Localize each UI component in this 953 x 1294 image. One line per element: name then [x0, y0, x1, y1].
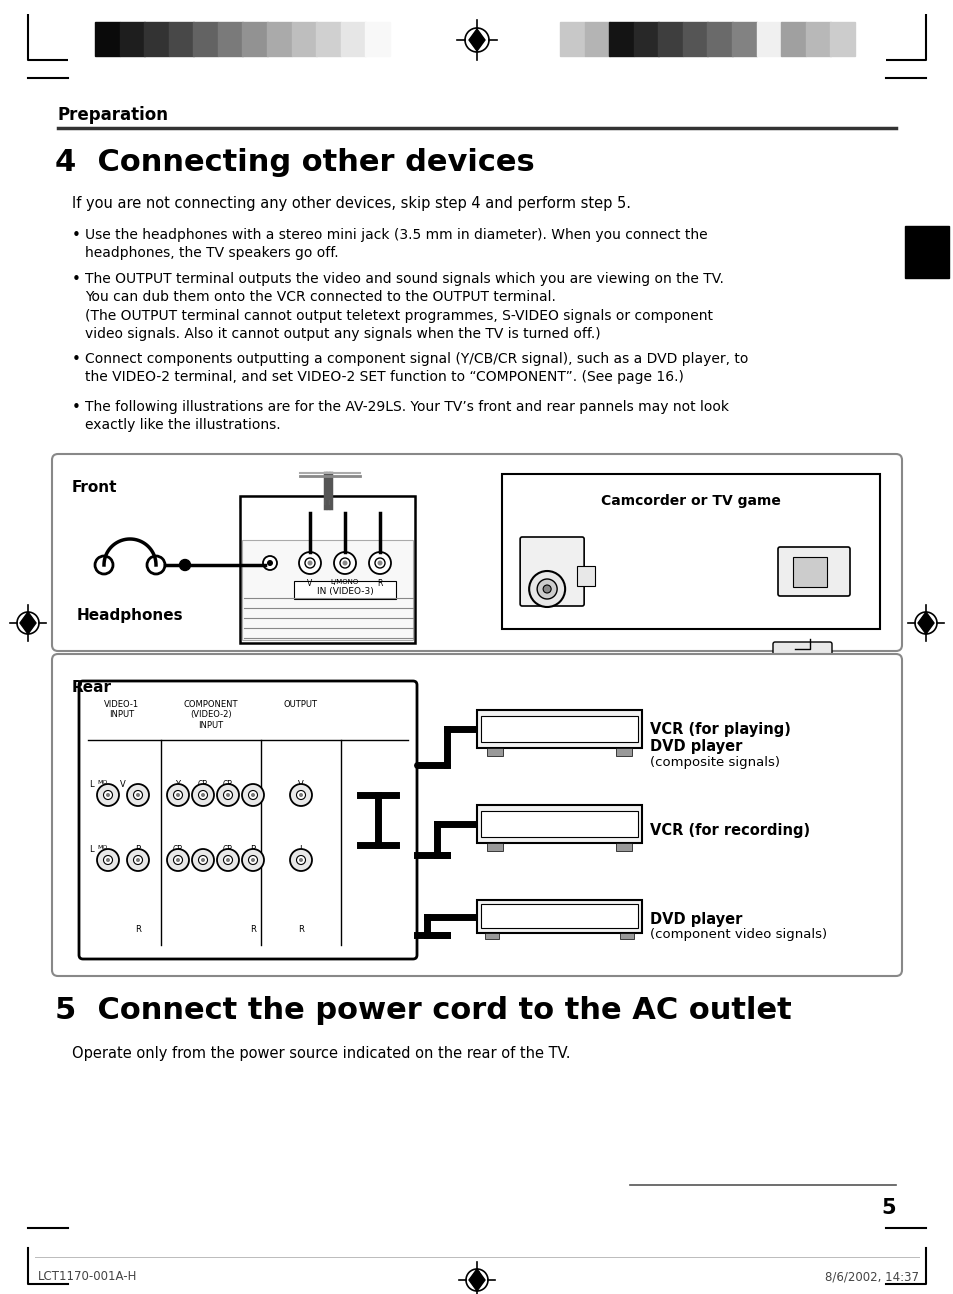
Circle shape [375, 558, 385, 568]
Bar [756, 22, 781, 56]
Circle shape [248, 791, 257, 800]
Text: DVD player: DVD player [649, 912, 741, 927]
Text: Preparation: Preparation [58, 106, 169, 124]
Circle shape [242, 784, 264, 806]
Text: Use the headphones with a stereo mini jack (3.5 mm in diameter). When you connec: Use the headphones with a stereo mini ja… [85, 228, 707, 260]
Circle shape [175, 858, 180, 862]
Text: L: L [298, 845, 303, 854]
Bar [792, 556, 826, 587]
Circle shape [173, 791, 182, 800]
Bar [559, 22, 584, 56]
Bar [616, 842, 631, 851]
Circle shape [369, 553, 391, 575]
Circle shape [192, 784, 213, 806]
Text: V: V [297, 780, 304, 789]
Bar [609, 22, 634, 56]
Bar [486, 748, 502, 756]
Circle shape [216, 849, 239, 871]
FancyBboxPatch shape [519, 537, 583, 606]
FancyBboxPatch shape [772, 642, 831, 672]
Circle shape [216, 784, 239, 806]
Bar [829, 22, 855, 56]
Circle shape [136, 793, 140, 797]
Circle shape [173, 855, 182, 864]
Circle shape [377, 560, 382, 565]
Circle shape [815, 655, 823, 663]
Text: CR: CR [222, 780, 233, 789]
Circle shape [334, 553, 355, 575]
Polygon shape [469, 1269, 484, 1291]
FancyBboxPatch shape [294, 581, 395, 599]
Bar [365, 22, 390, 56]
Circle shape [223, 791, 233, 800]
Circle shape [147, 556, 165, 575]
Bar [501, 474, 879, 629]
Text: DVD player: DVD player [649, 739, 741, 754]
Text: 4  Connecting other devices: 4 Connecting other devices [55, 148, 535, 177]
Text: R: R [250, 925, 255, 934]
Bar [340, 22, 366, 56]
Polygon shape [20, 612, 36, 634]
Bar [616, 748, 631, 756]
Text: R: R [250, 845, 255, 854]
Text: The following illustrations are for the AV-29LS. Your TV’s front and rear pannel: The following illustrations are for the … [85, 400, 728, 432]
Text: R: R [135, 925, 141, 934]
Text: IN (VIDEO-3): IN (VIDEO-3) [316, 587, 373, 597]
Bar [658, 22, 682, 56]
Text: Headphones: Headphones [76, 608, 183, 622]
Circle shape [290, 784, 312, 806]
Circle shape [542, 585, 551, 593]
Bar [240, 496, 415, 643]
Circle shape [805, 655, 813, 663]
Circle shape [537, 578, 557, 599]
Text: L: L [89, 780, 93, 789]
Text: The OUTPUT terminal outputs the video and sound signals which you are viewing on: The OUTPUT terminal outputs the video an… [85, 272, 723, 342]
Bar [781, 22, 805, 56]
Circle shape [167, 849, 189, 871]
Circle shape [298, 553, 320, 575]
Bar [217, 22, 243, 56]
FancyBboxPatch shape [52, 653, 901, 976]
Bar [480, 811, 638, 837]
Circle shape [298, 858, 303, 862]
Bar [633, 22, 659, 56]
Circle shape [307, 560, 313, 565]
FancyBboxPatch shape [79, 681, 416, 959]
Bar [476, 710, 641, 748]
Text: COMPONENT
(VIDEO-2)
INPUT: COMPONENT (VIDEO-2) INPUT [184, 700, 238, 730]
Circle shape [223, 855, 233, 864]
Text: OUTPUT: OUTPUT [284, 700, 317, 709]
Text: MO: MO [98, 845, 108, 850]
Circle shape [342, 560, 347, 565]
Text: Rear: Rear [71, 681, 112, 695]
Text: VCR (for playing): VCR (for playing) [649, 722, 790, 738]
Bar [904, 226, 948, 278]
Text: Front: Front [71, 480, 117, 496]
Bar [480, 905, 638, 928]
Circle shape [198, 791, 208, 800]
Circle shape [263, 556, 276, 569]
Bar [242, 22, 267, 56]
Bar [119, 22, 145, 56]
Text: R: R [297, 925, 304, 934]
Circle shape [133, 855, 142, 864]
Text: V: V [307, 578, 313, 587]
Circle shape [201, 793, 205, 797]
Text: MO: MO [98, 780, 108, 785]
Circle shape [251, 793, 254, 797]
Circle shape [242, 849, 264, 871]
Text: Y: Y [175, 780, 180, 789]
Circle shape [529, 571, 564, 607]
FancyBboxPatch shape [52, 454, 901, 651]
Bar [193, 22, 218, 56]
Circle shape [97, 784, 119, 806]
Bar [480, 716, 638, 741]
Text: V: V [120, 780, 126, 789]
Bar [476, 805, 641, 842]
Text: CR: CR [222, 845, 233, 854]
Circle shape [95, 556, 112, 575]
Bar [144, 22, 169, 56]
Circle shape [103, 791, 112, 800]
Circle shape [175, 793, 180, 797]
Circle shape [192, 849, 213, 871]
